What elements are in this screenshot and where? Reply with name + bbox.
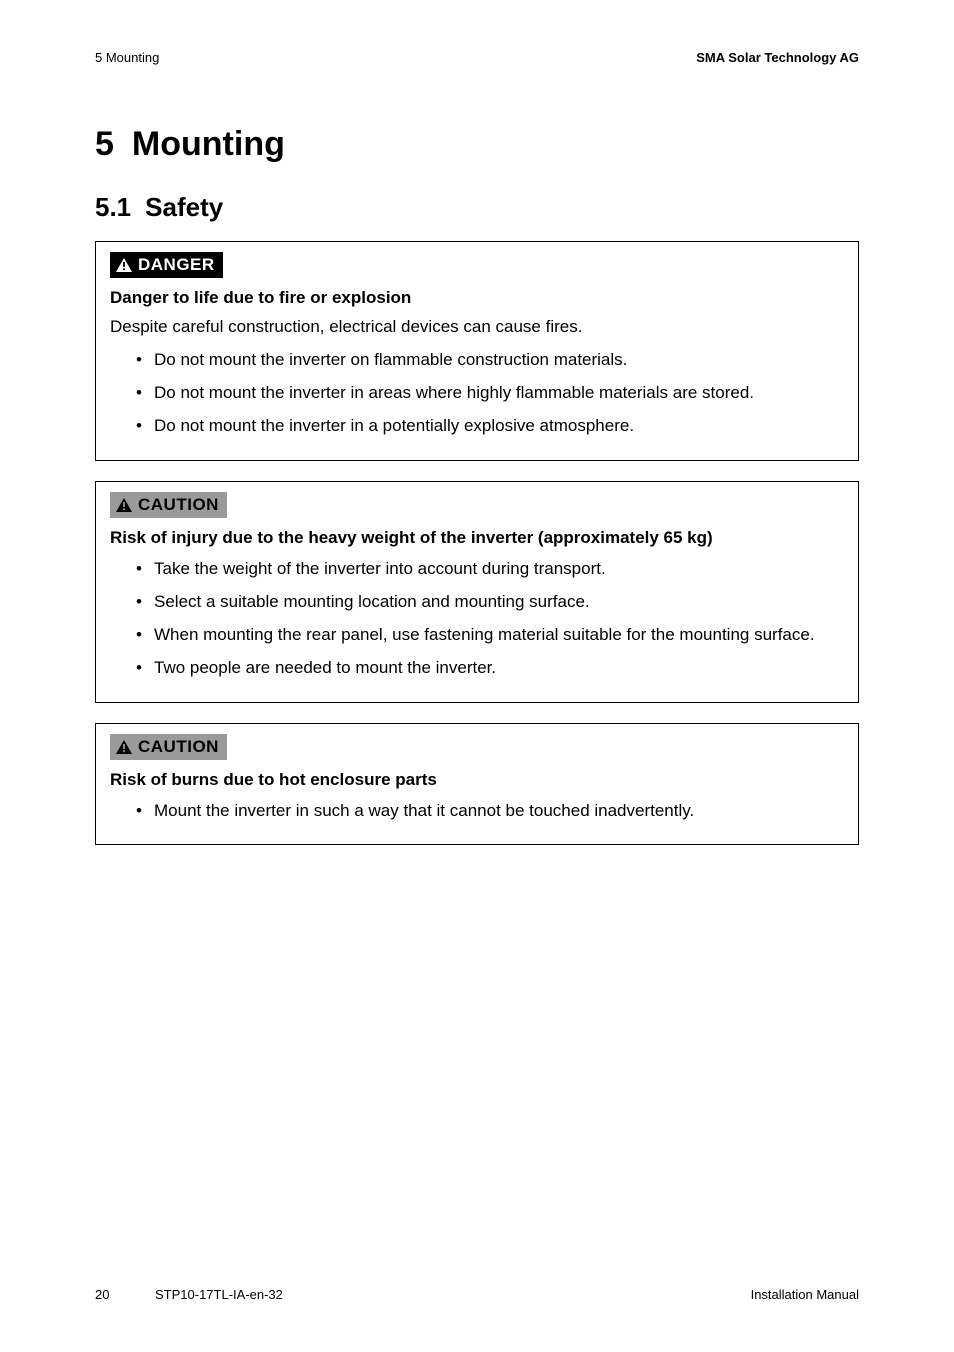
section-title: Safety [145,192,223,222]
header-right: SMA Solar Technology AG [696,50,859,65]
chapter-title: Mounting [132,125,285,163]
caution-badge: CAUTION [110,492,227,518]
caution-weight-bullets: Take the weight of the inverter into acc… [110,558,844,680]
bullet-item: Do not mount the inverter in a potential… [136,415,844,438]
caution-badge-label: CAUTION [138,737,219,757]
warning-triangle-icon [116,740,132,754]
chapter-number: 5 [95,125,114,164]
caution-badge-label: CAUTION [138,495,219,515]
bullet-item: Two people are needed to mount the inver… [136,657,844,680]
warning-triangle-icon [116,258,132,272]
danger-lead-text: Despite careful construction, electrical… [110,316,844,339]
danger-title: Danger to life due to fire or explosion [110,288,844,308]
bullet-item: Take the weight of the inverter into acc… [136,558,844,581]
section-number: 5.1 [95,192,131,223]
section-heading: 5.1 Safety [95,192,859,223]
safety-box-danger: DANGER Danger to life due to fire or exp… [95,241,859,461]
caution-badge: CAUTION [110,734,227,760]
danger-badge: DANGER [110,252,223,278]
page-content: 5 Mounting SMA Solar Technology AG 5 Moun… [95,50,859,865]
caution-burns-bullets: Mount the inverter in such a way that it… [110,800,844,823]
danger-bullets: Do not mount the inverter on flammable c… [110,349,844,438]
running-header: 5 Mounting SMA Solar Technology AG [95,50,859,65]
running-footer: 20 STP10-17TL-IA-en-32 Installation Manu… [95,1287,859,1302]
bullet-item: Do not mount the inverter in areas where… [136,382,844,405]
safety-box-caution-weight: CAUTION Risk of injury due to the heavy … [95,481,859,703]
bullet-item: Do not mount the inverter on flammable c… [136,349,844,372]
bullet-item: When mounting the rear panel, use fasten… [136,624,844,647]
caution-burns-title: Risk of burns due to hot enclosure parts [110,770,844,790]
header-left: 5 Mounting [95,50,159,65]
page-number: 20 [95,1287,155,1302]
danger-badge-label: DANGER [138,255,215,275]
safety-box-caution-burns: CAUTION Risk of burns due to hot enclosu… [95,723,859,846]
document-id: STP10-17TL-IA-en-32 [155,1287,751,1302]
manual-type: Installation Manual [751,1287,859,1302]
chapter-heading: 5 Mounting [95,125,859,164]
bullet-item: Select a suitable mounting location and … [136,591,844,614]
warning-triangle-icon [116,498,132,512]
bullet-item: Mount the inverter in such a way that it… [136,800,844,823]
caution-weight-title: Risk of injury due to the heavy weight o… [110,528,844,548]
